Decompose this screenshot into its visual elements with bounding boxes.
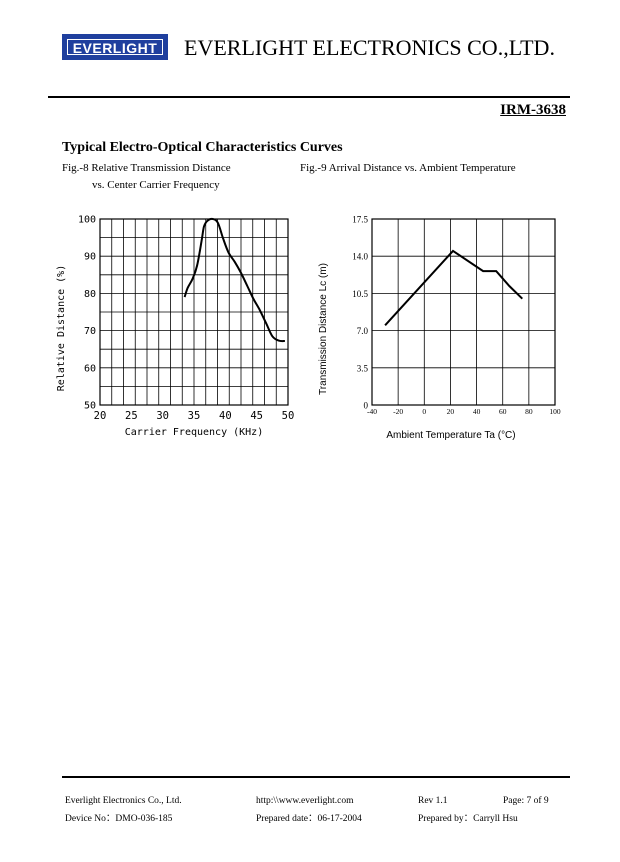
footer-divider: [62, 776, 570, 778]
fig9-x-tick-label: 80: [525, 407, 533, 416]
fig8-xlabel: Carrier Frequency (KHz): [125, 427, 263, 438]
fig9-y-tick-label: 7.0: [357, 326, 369, 336]
fig9-ylabel: Transmission Distance Lc (m): [318, 263, 329, 395]
fig9-caption: Fig.-9 Arrival Distance vs. Ambient Temp…: [300, 162, 516, 174]
fig9-x-tick-label: -40: [367, 407, 377, 416]
fig8-x-tick-label: 25: [125, 410, 138, 422]
fig8-x-tick-label: 20: [94, 410, 107, 422]
footer-prepared-date: Prepared date：06-17-2004: [256, 814, 362, 824]
fig8-y-tick-label: 50: [84, 401, 96, 412]
fig8-y-tick-label: 80: [84, 289, 96, 300]
footer-device-no: Device No：DMO-036-185: [65, 814, 173, 824]
fig9-y-tick-label: 3.5: [357, 363, 369, 373]
fig8-x-tick-label: 35: [188, 410, 201, 422]
header-divider: [48, 96, 570, 98]
fig8-y-tick-label: 70: [84, 326, 96, 337]
model-number: IRM-3638: [500, 102, 566, 118]
company-name: EVERLIGHT ELECTRONICS CO.,LTD.: [184, 35, 555, 60]
fig8-series-line: [183, 217, 285, 343]
footer-url: http:\\www.everlight.com: [256, 796, 354, 806]
section-title: Typical Electro-Optical Characteristics …: [62, 140, 343, 155]
fig9-xlabel: Ambient Temperature Ta (°C): [386, 430, 515, 441]
fig9-y-tick-label: 10.5: [352, 289, 368, 299]
fig9-x-tick-label: 0: [422, 407, 426, 416]
fig8-x-tick-label: 40: [219, 410, 232, 422]
fig8-caption-line2: vs. Center Carrier Frequency: [92, 179, 220, 191]
footer-page: Page: 7 of 9: [503, 796, 549, 806]
fig9-x-tick-label: 40: [473, 407, 481, 416]
fig9-plot-frame: [371, 218, 556, 406]
fig9-x-tick-label: -20: [393, 407, 403, 416]
fig9-y-tick-label: 0: [364, 401, 369, 411]
fig9-x-tick-label: 20: [447, 407, 455, 416]
fig8-ylabel: Relative Distance (%): [56, 265, 67, 391]
fig9-chart: 0 3.5 7.0 10.5 14.0 17.5 -40 -20 0 20 40 60 80 100 A…: [318, 215, 561, 442]
fig9-y-tick-label: 17.5: [352, 215, 368, 225]
fig9-x-tick-label: 60: [499, 407, 507, 416]
fig8-chart: 50 60 70 80 90 100 20 25 30 35 40 45 50 Carrier Fre…: [56, 215, 295, 439]
fig8-y-tick-label: 90: [84, 252, 96, 263]
fig8-y-tick-label: 100: [78, 215, 96, 226]
fig9-x-tick-label: 100: [549, 407, 561, 416]
fig8-plot-frame: [99, 218, 289, 406]
fig8-x-tick-label: 45: [250, 410, 263, 422]
logo-text: EVERLIGHT: [67, 39, 163, 56]
fig8-y-tick-label: 60: [84, 363, 96, 374]
fig8-x-tick-label: 50: [282, 410, 295, 422]
company-logo: EVERLIGHT: [62, 34, 168, 60]
footer-rev: Rev 1.1: [418, 796, 448, 806]
footer-company: Everlight Electronics Co., Ltd.: [65, 796, 182, 806]
fig8-caption-line1: Fig.-8 Relative Transmission Distance: [62, 162, 231, 174]
fig9-series-line: [384, 249, 523, 326]
footer-prepared-by: Prepared by：Carryll Hsu: [418, 814, 518, 824]
fig9-y-tick-label: 14.0: [352, 252, 368, 262]
fig8-x-tick-label: 30: [156, 410, 169, 422]
